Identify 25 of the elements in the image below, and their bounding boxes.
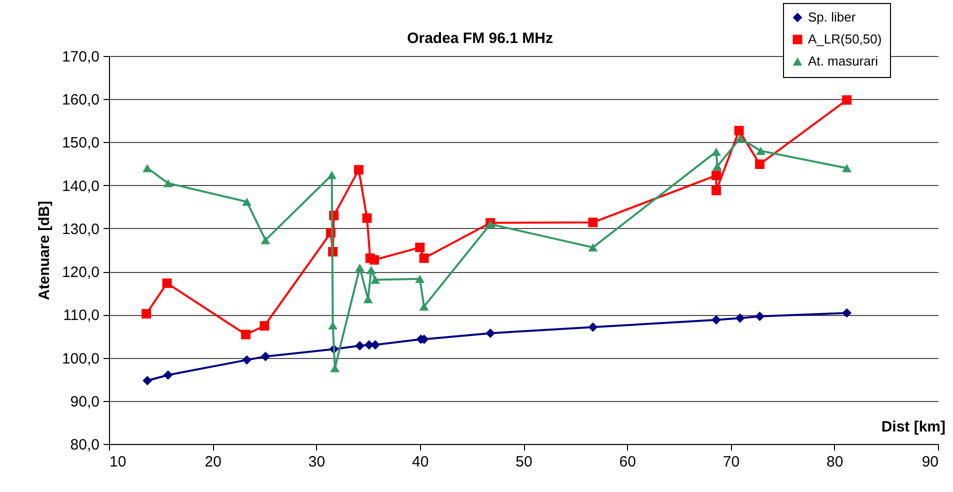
y-axis-title: Atenuare [dB] [36,200,53,300]
x-tick-label: 90 [922,454,938,470]
x-tick-label: 70 [722,454,740,470]
y-tick-label: 160,0 [62,92,100,109]
x-tick-label: 80 [826,454,844,470]
x-tick-label: 20 [204,454,222,470]
y-tick-label: 170,0 [62,48,100,66]
y-tick-label: 120,0 [62,264,100,282]
y-tick-label: 130,0 [62,220,100,238]
y-tick-label: 150,0 [62,134,100,152]
x-axis-title: Dist [km] [881,418,946,436]
x-tick-label: 60 [619,454,636,470]
y-tick-label: 140,0 [62,178,100,195]
x-tick-label: 30 [308,454,326,470]
legend-label: At. masurari [808,54,878,68]
chart-title: Oradea FM 96.1 MHz [407,30,553,47]
y-tick-label: 100,0 [62,350,100,368]
legend-label: A_LR(50,50) [808,32,882,46]
legend-label: Sp. liber [808,10,856,24]
x-tick-label: 50 [516,454,532,470]
x-tick-label: 10 [110,454,126,470]
y-tick-label: 80,0 [70,436,100,454]
y-tick-label: 110,0 [63,307,100,324]
x-tick-label: 40 [412,454,429,470]
y-tick-label: 90,0 [70,393,100,410]
